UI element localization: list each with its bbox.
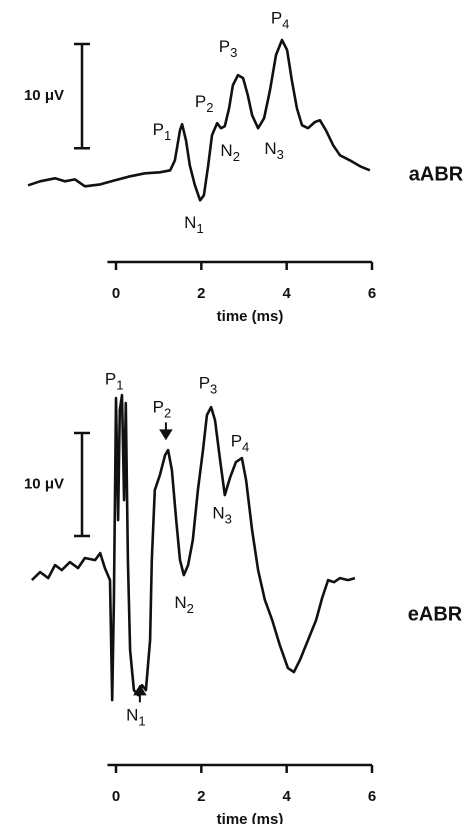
peak-label: N2 [174, 594, 194, 617]
arrow [159, 422, 173, 441]
peak-index: 3 [277, 147, 284, 162]
peak-letter: P [219, 37, 230, 56]
peak-letter: N [174, 594, 186, 613]
peak-letter: P [199, 374, 210, 393]
peak-label: N3 [264, 139, 284, 162]
peak-letter: N [220, 142, 232, 161]
scale-bar-label: 10 μV [24, 475, 64, 492]
peak-letter: P [231, 432, 242, 451]
arrow [133, 684, 147, 703]
peak-label: N1 [126, 706, 146, 729]
peak-index: 2 [206, 101, 213, 116]
peak-label: N3 [212, 504, 232, 527]
peak-index: 2 [187, 602, 194, 617]
peak-index: 1 [138, 714, 145, 729]
x-tick-label: 0 [112, 285, 120, 302]
peak-label: P3 [199, 374, 218, 397]
x-axis-label: time (ms) [217, 811, 284, 824]
peak-index: 1 [164, 129, 171, 144]
peak-index: 2 [164, 406, 171, 421]
scale-bar [74, 42, 90, 150]
peak-index: 3 [225, 512, 232, 527]
peak-label: P1 [105, 370, 124, 393]
trace-name: aABR [409, 163, 464, 185]
peak-letter: N [212, 504, 224, 523]
x-tick-label: 6 [368, 285, 376, 302]
x-tick-label: 2 [197, 788, 205, 805]
peak-label: N2 [220, 142, 240, 165]
x-tick-label: 4 [282, 788, 291, 805]
peak-letter: N [184, 213, 196, 232]
trace [30, 393, 356, 702]
peak-label: P3 [219, 37, 238, 60]
x-axis-label: time (ms) [217, 308, 284, 325]
peak-letter: P [271, 9, 282, 28]
peak-label: P1 [153, 121, 172, 144]
x-tick-label: 2 [197, 285, 205, 302]
peak-letter: N [126, 706, 138, 725]
peak-letter: P [153, 398, 164, 417]
peak-letter: P [105, 370, 116, 389]
trace-name: eABR [408, 603, 463, 625]
scale-bar [74, 431, 90, 538]
peak-index: 2 [233, 149, 240, 164]
trace [27, 38, 371, 202]
peak-label: N1 [184, 213, 204, 236]
peak-index: 3 [230, 45, 237, 60]
peak-index: 1 [116, 378, 123, 393]
peak-index: 4 [282, 17, 289, 32]
peak-index: 4 [242, 440, 249, 455]
peak-label: P4 [271, 9, 290, 32]
peak-letter: N [264, 139, 276, 158]
peak-label: P4 [231, 432, 250, 455]
peak-label: P2 [153, 398, 172, 421]
peak-letter: P [153, 121, 164, 140]
scale-bar-label: 10 μV [24, 87, 64, 104]
peak-label: P2 [195, 93, 214, 116]
x-tick-label: 4 [282, 285, 291, 302]
peak-index: 3 [210, 382, 217, 397]
peak-letter: P [195, 93, 206, 112]
peak-index: 1 [196, 221, 203, 236]
x-tick-label: 0 [112, 788, 120, 805]
x-tick-label: 6 [368, 788, 376, 805]
